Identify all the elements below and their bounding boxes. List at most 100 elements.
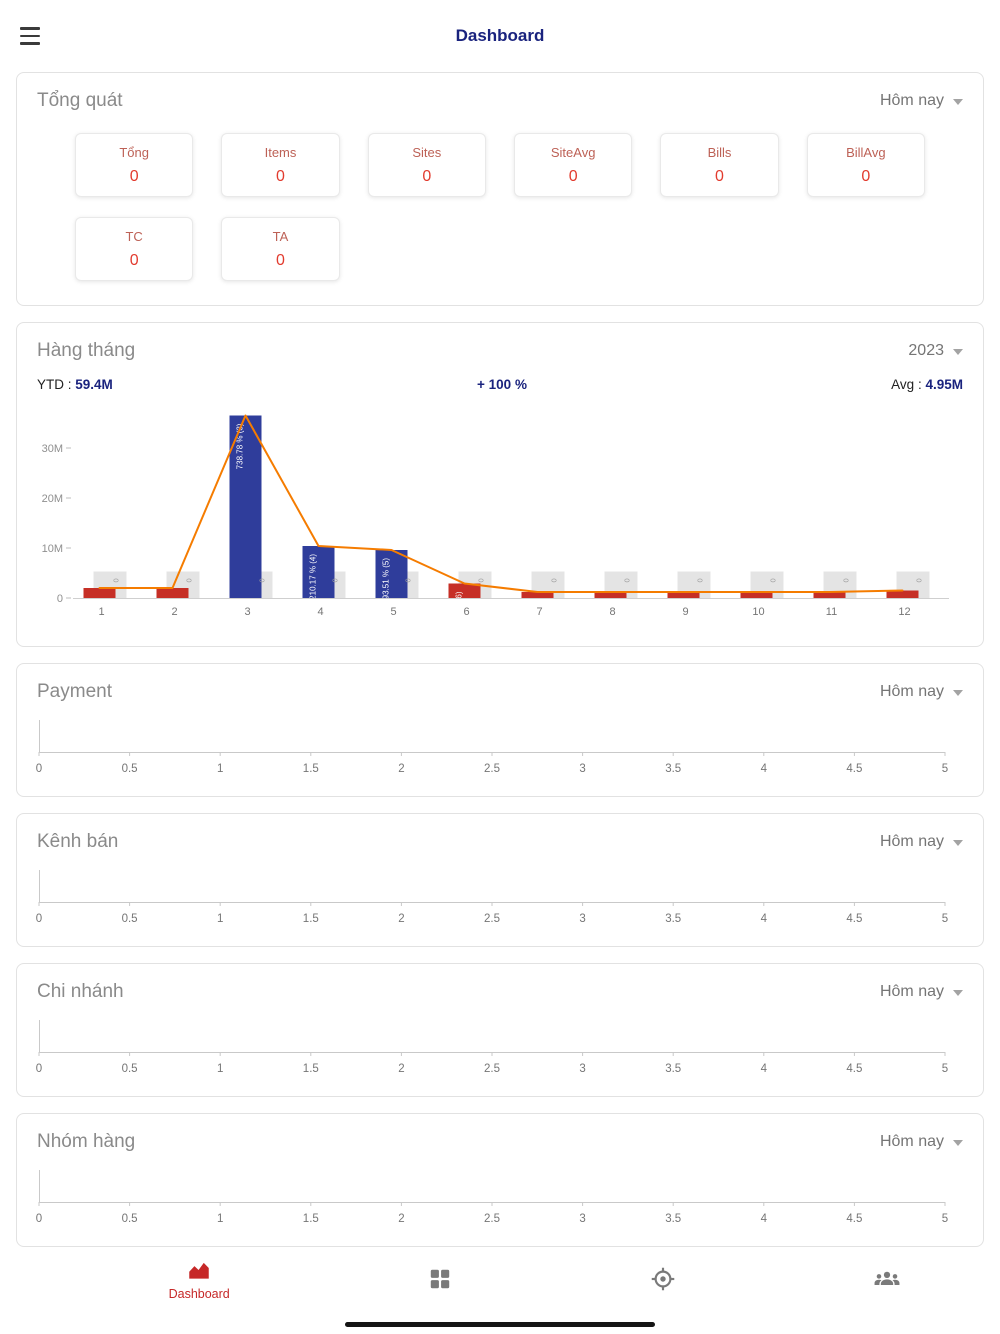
svg-text:2.5: 2.5 <box>484 1213 500 1225</box>
nav-dashboard-label: Dashboard <box>168 1287 230 1301</box>
home-indicator <box>345 1322 655 1327</box>
svg-text:2: 2 <box>398 1063 404 1075</box>
chi-nhanh-period-value: Hôm nay <box>879 983 944 1000</box>
svg-text:1: 1 <box>217 1063 223 1075</box>
nhom-hang-chart: 0 0.5 1 1.5 2 2.5 3 3.5 4 4.5 5 <box>36 1170 948 1225</box>
payment-chart: 0 0.5 1 1.5 2 2.5 3 3.5 4 4.5 5 <box>36 720 948 775</box>
stat-value: 0 <box>129 167 139 185</box>
kenh-ban-period-select[interactable]: Hôm nay <box>880 833 963 851</box>
nav-grid[interactable] <box>427 1266 453 1292</box>
overview-period-value: Hôm nay <box>879 92 944 109</box>
stat-value: 0 <box>129 251 139 269</box>
svg-text:3.5: 3.5 <box>665 763 681 775</box>
chevron-down-icon <box>953 990 963 996</box>
svg-text:10: 10 <box>752 606 764 618</box>
svg-text:0: 0 <box>36 913 42 925</box>
svg-text:1: 1 <box>98 606 104 618</box>
svg-text:2.5: 2.5 <box>484 763 500 775</box>
chi-nhanh-period-select[interactable]: Hôm nay <box>880 983 963 1001</box>
stat-value: 0 <box>422 167 432 185</box>
stat-value: 0 <box>568 167 578 185</box>
svg-text:12: 12 <box>898 606 910 618</box>
ytd-value: 59.4M <box>75 377 113 392</box>
stat-card-tc: TC 0 <box>75 217 194 281</box>
nhom-hang-period-select[interactable]: Hôm nay <box>880 1133 963 1151</box>
nav-dashboard[interactable]: Dashboard <box>169 1257 230 1301</box>
svg-text:2: 2 <box>398 1213 404 1225</box>
overview-stats-grid: Tổng 0 Items 0 Sites 0 SiteAvg 0 Bills 0… <box>75 133 925 281</box>
menu-button[interactable] <box>20 26 46 46</box>
svg-text:1: 1 <box>217 1213 223 1225</box>
stat-value: 0 <box>276 251 285 269</box>
avg-label: Avg : <box>891 377 922 392</box>
chi-nhanh-title: Chi nhánh <box>37 981 124 1002</box>
svg-text:5: 5 <box>942 913 948 925</box>
svg-text:57.9 % (6): 57.9 % (6) <box>455 591 464 628</box>
svg-text:5: 5 <box>942 763 948 775</box>
stat-card-items: Items 0 <box>221 133 340 197</box>
target-icon <box>651 1267 675 1291</box>
chi-nhanh-card: Chi nhánh Hôm nay 0 0.5 1 1.5 2 2.5 3 3.5 4 4.5 5 <box>16 963 984 1097</box>
svg-text:0: 0 <box>842 578 851 582</box>
svg-text:0.5: 0.5 <box>122 913 138 925</box>
svg-text:0: 0 <box>477 578 486 582</box>
monthly-bar-chart: 0 10M 20M 30M 0 0 0 738.78 % (3) 0 210.17 % (4) 0 1… <box>42 414 949 628</box>
payment-period-select[interactable]: Hôm nay <box>880 683 963 701</box>
svg-text:210.17 % (4): 210.17 % (4) <box>309 554 318 600</box>
svg-text:0: 0 <box>57 593 63 605</box>
svg-text:4: 4 <box>761 1063 768 1075</box>
avg-value: 4.95M <box>925 377 963 392</box>
overview-period-select[interactable]: Hôm nay <box>880 92 963 110</box>
svg-text:0.5: 0.5 <box>122 1063 138 1075</box>
svg-text:4.5: 4.5 <box>846 1063 862 1075</box>
svg-text:7: 7 <box>536 606 542 618</box>
svg-text:0: 0 <box>112 578 121 582</box>
svg-text:1: 1 <box>217 913 223 925</box>
people-group-icon <box>874 1271 900 1285</box>
overview-card: Tổng quát Hôm nay Tổng 0 Items 0 Sites 0… <box>16 72 984 306</box>
svg-text:5: 5 <box>942 1213 948 1225</box>
chevron-down-icon <box>953 840 963 846</box>
svg-text:2: 2 <box>398 913 404 925</box>
chi-nhanh-chart: 0 0.5 1 1.5 2 2.5 3 3.5 4 4.5 5 <box>36 1020 948 1075</box>
stat-card-bills: Bills 0 <box>660 133 779 197</box>
chevron-down-icon <box>953 349 963 355</box>
svg-text:1: 1 <box>217 763 223 775</box>
svg-text:3.5: 3.5 <box>665 1213 681 1225</box>
svg-text:3: 3 <box>579 1063 585 1075</box>
payment-title: Payment <box>37 681 112 702</box>
kenh-ban-period-value: Hôm nay <box>879 833 944 850</box>
svg-text:1.5: 1.5 <box>303 763 319 775</box>
svg-text:4.5: 4.5 <box>846 763 862 775</box>
payment-card: Payment Hôm nay 0 0.5 1 1.5 2 2.5 3 3.5 4 4.5 5 <box>16 663 984 797</box>
bottom-nav: Dashboard <box>0 1250 1000 1308</box>
monthly-card: Hàng tháng 2023 YTD : 59.4M + 100 % Avg … <box>16 322 984 647</box>
svg-text:0: 0 <box>36 1213 42 1225</box>
monthly-year-select[interactable]: 2023 <box>908 342 963 360</box>
chevron-down-icon <box>953 99 963 105</box>
stat-label: TC <box>125 228 143 244</box>
ytd-label: YTD : <box>37 377 72 392</box>
stat-label: Items <box>264 144 297 160</box>
svg-text:0: 0 <box>550 578 559 582</box>
svg-text:8: 8 <box>609 606 615 618</box>
svg-text:2.5: 2.5 <box>484 913 500 925</box>
svg-text:0: 0 <box>623 578 632 582</box>
grid-icon <box>430 1269 450 1289</box>
svg-text:0: 0 <box>404 578 413 582</box>
svg-text:0: 0 <box>331 578 340 582</box>
nav-people[interactable] <box>873 1266 901 1292</box>
stat-label: Sites <box>412 144 442 160</box>
hamburger-icon <box>20 27 40 30</box>
payment-period-value: Hôm nay <box>879 683 944 700</box>
kenh-ban-card: Kênh bán Hôm nay 0 0.5 1 1.5 2 2.5 3 3.5 4 4.5 5 <box>16 813 984 947</box>
stat-value: 0 <box>715 167 724 185</box>
stat-value: 0 <box>276 167 285 185</box>
nav-location[interactable] <box>650 1266 676 1292</box>
svg-text:738.78 % (3): 738.78 % (3) <box>236 423 245 469</box>
svg-text:1.5: 1.5 <box>303 913 319 925</box>
svg-text:9: 9 <box>682 606 688 618</box>
app-header: Dashboard <box>0 0 1000 72</box>
stat-card-tong: Tổng 0 <box>75 133 194 197</box>
svg-text:3: 3 <box>579 1213 585 1225</box>
